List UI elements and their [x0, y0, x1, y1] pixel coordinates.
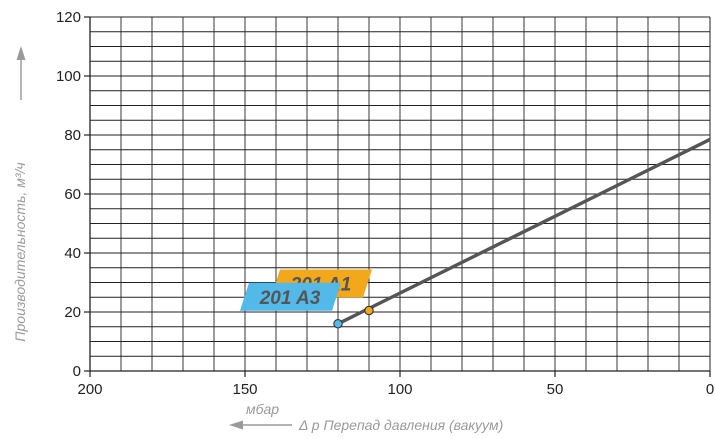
marker-201-a3: 201 A3 [240, 282, 343, 329]
chart-series [337, 137, 711, 326]
chart-grid [90, 17, 710, 371]
x-tick-label: 50 [547, 381, 564, 398]
marker-point [364, 305, 374, 316]
y-tick-labels: 0 20 40 60 80 100 120 [56, 9, 81, 380]
y-tick-label: 60 [64, 186, 81, 203]
y-tick-label: 20 [64, 304, 81, 321]
x-axis-label: Δ p Перепад давления (вакуум) [298, 417, 503, 433]
marker-point [333, 319, 343, 329]
marker-tag [240, 282, 341, 311]
y-axis-arrow-icon [16, 46, 26, 100]
x-axis-arrow-icon [229, 420, 292, 430]
y-tick-label: 0 [73, 363, 81, 380]
x-tick-label: 150 [232, 381, 257, 398]
performance-line [337, 137, 711, 326]
x-tick-label: 100 [387, 381, 412, 398]
y-tick-label: 120 [56, 9, 81, 26]
y-axis-label: Производительность, м³/ч [12, 162, 28, 341]
y-tick-label: 40 [64, 245, 81, 262]
chart-axes [84, 16, 711, 377]
marker-label: 201 A3 [259, 288, 321, 309]
x-tick-labels: 200 150 100 50 0 [77, 381, 714, 398]
chart-markers: 201 A1201 A3 [240, 269, 374, 329]
x-tick-label: 0 [706, 381, 714, 398]
x-tick-label: 200 [77, 381, 102, 398]
y-tick-label: 100 [56, 68, 81, 85]
x-axis-unit: мбар [246, 401, 279, 417]
y-tick-label: 80 [64, 127, 81, 144]
